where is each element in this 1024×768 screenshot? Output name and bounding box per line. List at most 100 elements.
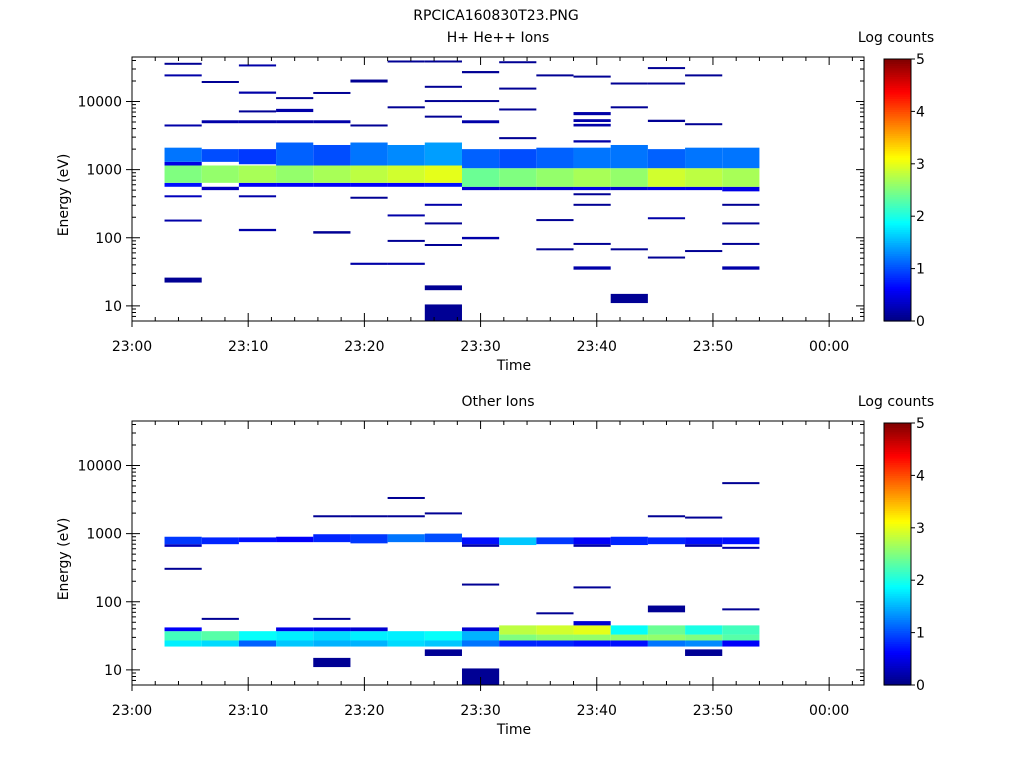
- heatmap-cell: [313, 627, 351, 632]
- colorbar-swatch: [884, 532, 911, 535]
- colorbar-swatch: [884, 288, 911, 292]
- heatmap-cell: [461, 631, 500, 641]
- heatmap-cell: [461, 537, 500, 545]
- colorbar-swatch: [884, 65, 911, 69]
- colorbar-swatch: [884, 107, 911, 110]
- heatmap-cell: [610, 82, 648, 85]
- colorbar-swatch: [884, 255, 911, 259]
- heatmap-cell: [424, 243, 462, 246]
- colorbar-swatch: [884, 501, 911, 505]
- colorbar-swatch: [884, 63, 911, 67]
- x-tick-label: 23:50: [693, 339, 733, 355]
- colorbar-swatch: [884, 516, 911, 520]
- heatmap-cell: [424, 649, 462, 656]
- colorbar-swatch: [884, 433, 911, 437]
- colorbar-swatch: [884, 634, 911, 638]
- heatmap-cell: [164, 544, 202, 547]
- heatmap-cell: [536, 74, 574, 77]
- colorbar-tick-label: 5: [916, 52, 925, 68]
- colorbar-swatch: [884, 457, 911, 461]
- colorbar-swatch: [884, 290, 911, 294]
- colorbar-swatch: [884, 575, 911, 579]
- colorbar-swatch: [884, 268, 911, 272]
- colorbar-swatch: [884, 131, 911, 134]
- colorbar-swatch: [884, 540, 911, 544]
- colorbar-swatch: [884, 246, 911, 250]
- colorbar-swatch: [884, 277, 911, 281]
- colorbar-swatch: [884, 141, 911, 145]
- colorbar-swatch: [884, 606, 911, 610]
- heatmap-cell: [647, 625, 686, 635]
- heatmap-cell: [164, 567, 202, 570]
- heatmap-cell: [685, 186, 723, 191]
- colorbar-swatch: [884, 580, 911, 583]
- x-tick-label: 23:10: [228, 703, 268, 719]
- colorbar-swatch: [884, 240, 911, 243]
- heatmap-cell: [313, 91, 351, 94]
- y-tick-label: 100: [95, 231, 122, 247]
- colorbar-swatch: [884, 279, 911, 283]
- colorbar-swatch: [884, 139, 911, 143]
- heatmap-cell: [164, 627, 202, 632]
- colorbar-title: Log counts: [858, 30, 934, 46]
- heatmap-cell: [313, 231, 351, 234]
- colorbar-swatch: [884, 481, 911, 485]
- heatmap-cell: [499, 186, 537, 191]
- colorbar-tick-label: 0: [916, 314, 925, 330]
- y-tick-label: 10000: [77, 95, 122, 111]
- colorbar-swatch: [884, 111, 911, 115]
- heatmap-cell: [201, 149, 239, 162]
- colorbar-swatch: [884, 135, 911, 139]
- colorbar-swatch: [884, 203, 911, 206]
- colorbar-swatch: [884, 69, 911, 73]
- colorbar-swatch: [884, 211, 911, 215]
- plot-frame: [131, 56, 865, 322]
- colorbar-swatch: [884, 248, 911, 252]
- heatmap-cell: [387, 60, 425, 63]
- colorbar-swatch: [884, 650, 911, 653]
- heatmap-cell: [164, 74, 202, 77]
- heatmap-cell: [536, 640, 574, 647]
- colorbar-swatch: [884, 571, 911, 575]
- heatmap-cell: [238, 165, 277, 183]
- colorbar-swatch: [884, 198, 911, 202]
- colorbar-tick-label: 3: [916, 521, 925, 537]
- heatmap-cell: [499, 625, 537, 635]
- colorbar-swatch: [884, 316, 911, 320]
- heatmap-cell: [201, 186, 239, 191]
- heatmap-cell: [461, 627, 500, 632]
- heatmap-cell: [685, 649, 723, 656]
- heatmap-cell: [350, 79, 388, 83]
- colorbar-swatch: [884, 292, 911, 296]
- colorbar-swatch: [884, 159, 911, 163]
- heatmap-cell: [350, 631, 388, 641]
- colorbar-swatch: [884, 176, 911, 180]
- colorbar-tick-label: 0: [916, 678, 925, 694]
- heatmap-cell: [685, 123, 723, 126]
- colorbar-swatch: [884, 484, 911, 487]
- heatmap-cell: [647, 119, 686, 123]
- colorbar-swatch: [884, 545, 911, 549]
- heatmap-cell: [387, 496, 425, 499]
- colorbar-swatch: [884, 508, 911, 511]
- colorbar-swatch: [884, 144, 911, 147]
- heatmap-cell: [238, 120, 277, 124]
- colorbar-swatch: [884, 266, 911, 270]
- heatmap-cell: [573, 123, 611, 127]
- heatmap-cell: [499, 634, 537, 641]
- x-axis-label: Time: [496, 722, 531, 738]
- heatmap-cell: [610, 106, 648, 109]
- colorbar-swatch: [884, 602, 911, 605]
- heatmap-cell: [685, 250, 723, 253]
- heatmap-cell: [313, 534, 351, 543]
- heatmap-cell: [573, 147, 611, 169]
- colorbar-swatch: [884, 128, 911, 132]
- heatmap-cell: [722, 242, 760, 245]
- colorbar-swatch: [884, 72, 911, 75]
- x-tick-label: 23:20: [344, 703, 384, 719]
- colorbar-swatch: [884, 588, 911, 592]
- colorbar-swatch: [884, 235, 911, 239]
- heatmap-cell: [647, 634, 686, 641]
- colorbar-swatch: [884, 286, 911, 289]
